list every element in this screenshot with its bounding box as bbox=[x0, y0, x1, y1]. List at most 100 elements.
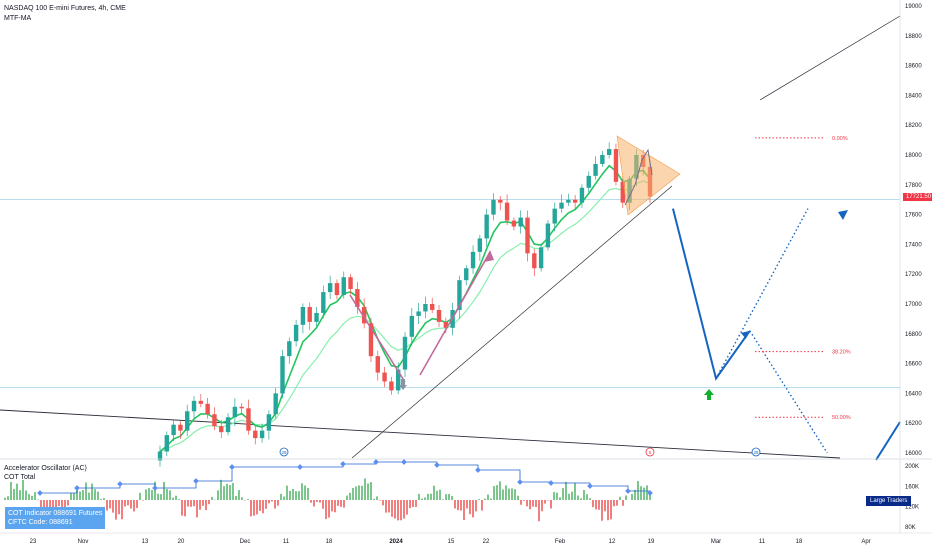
oscillator-bar bbox=[277, 500, 279, 506]
time-axis[interactable]: 23 Nov 13 20 Dec 11 18 2024 15 22 Feb 12 19 Mar 11 18 Ap… bbox=[0, 532, 932, 545]
oscillator-bar bbox=[514, 489, 516, 500]
oscillator-bar bbox=[463, 500, 465, 521]
candle-body bbox=[552, 208, 557, 224]
fib-level-label: 38.20% bbox=[832, 350, 851, 356]
projection-path bbox=[671, 208, 751, 381]
candle-body bbox=[416, 311, 421, 316]
oscillator-bar bbox=[238, 490, 240, 500]
oscillator-bar bbox=[478, 499, 480, 500]
oscillator-bar bbox=[466, 500, 468, 509]
oscillator-bar bbox=[199, 500, 201, 510]
candle-body bbox=[341, 277, 346, 296]
oscillator-bar bbox=[358, 485, 360, 500]
price-axis[interactable]: 19000 18800 18600 18400 18200 18000 17800 17600… bbox=[899, 0, 922, 458]
oscillator-bar bbox=[625, 495, 627, 500]
oscillator-bar bbox=[472, 500, 474, 518]
candle-body bbox=[300, 306, 306, 325]
oscillator-bar bbox=[616, 500, 618, 506]
oscillator-bar bbox=[166, 489, 168, 500]
oscillator-bar bbox=[607, 500, 609, 521]
candle-body bbox=[253, 430, 258, 439]
candle-body bbox=[430, 304, 435, 310]
oscillator-panel: 200K 160K 120K 80K bbox=[0, 458, 932, 533]
candle-body bbox=[355, 289, 360, 307]
candle-body bbox=[443, 321, 449, 328]
oscillator-bar bbox=[136, 500, 138, 509]
oscillator-bar bbox=[229, 485, 231, 500]
oscillator-bar bbox=[232, 482, 234, 500]
time-tick-label: Mar bbox=[711, 539, 721, 545]
oscillator-bar bbox=[643, 487, 645, 500]
event-marker bbox=[279, 447, 289, 457]
oscillator-bar bbox=[544, 500, 546, 504]
cot-point bbox=[401, 459, 407, 465]
price-tick-label: 16400 bbox=[905, 391, 922, 397]
oscillator-bar bbox=[631, 493, 633, 500]
oscillator-bar bbox=[193, 500, 195, 507]
oscillator-bar bbox=[262, 500, 264, 514]
oscillator-bar bbox=[301, 483, 303, 500]
oscillator-bar bbox=[121, 500, 123, 520]
oscillator-bar bbox=[409, 500, 411, 509]
candle-body bbox=[178, 424, 183, 431]
event-marker bbox=[751, 447, 761, 457]
oscillator-bar bbox=[133, 500, 135, 512]
oscillator-bar bbox=[184, 500, 186, 517]
candle-body bbox=[613, 149, 619, 182]
candle-body bbox=[164, 435, 170, 452]
candle-body bbox=[293, 324, 299, 342]
indicator-label[interactable]: MTF-MA bbox=[4, 15, 32, 22]
price-tick-label: 16600 bbox=[905, 362, 922, 368]
candle-body bbox=[327, 283, 333, 293]
oscillator-bar bbox=[241, 497, 243, 500]
oscillator-bar bbox=[91, 483, 93, 500]
oscillator-bar bbox=[604, 500, 606, 512]
oscillator-bar bbox=[310, 500, 312, 503]
price-tick-label: 17000 bbox=[905, 302, 922, 308]
oscillator-bar bbox=[145, 489, 147, 500]
oscillator-bar bbox=[523, 500, 525, 501]
oscillator-bar bbox=[367, 483, 369, 500]
oscillator-bar bbox=[79, 491, 81, 500]
oscillator-bar bbox=[181, 500, 183, 516]
candle-body bbox=[395, 369, 401, 391]
last-price-tag: 17721.50 bbox=[903, 193, 932, 201]
price-tick-label: 19000 bbox=[905, 4, 922, 10]
oscillator-bar bbox=[46, 500, 48, 509]
oscillator-bar bbox=[220, 479, 222, 500]
candle-body bbox=[484, 214, 489, 239]
cot-point bbox=[340, 461, 346, 467]
oscillator-bar bbox=[349, 492, 351, 500]
oscillator-bar bbox=[568, 493, 570, 500]
cot-point bbox=[229, 464, 235, 470]
oscillator-bar bbox=[268, 500, 270, 504]
oscillator-bar bbox=[484, 498, 486, 500]
time-tick-label: Apr bbox=[861, 539, 870, 545]
oscillator-bar bbox=[82, 490, 84, 500]
cot-title[interactable]: COT Total bbox=[4, 474, 36, 481]
oscillator-bar bbox=[265, 500, 267, 509]
time-tick-label: 11 bbox=[759, 539, 766, 545]
oscillator-bar bbox=[574, 483, 576, 500]
oscillator-bar bbox=[124, 500, 126, 507]
candle-body bbox=[436, 309, 442, 322]
oscillator-bar bbox=[115, 500, 117, 520]
horizontal-levels bbox=[0, 199, 900, 388]
oscillator-bar bbox=[226, 483, 228, 500]
oscillator-bar bbox=[457, 500, 459, 511]
oscillator-bar bbox=[595, 500, 597, 510]
zigzag-down-leg bbox=[349, 294, 406, 383]
candle-body bbox=[504, 202, 510, 221]
oscillator-bar bbox=[490, 498, 492, 500]
falling-trend-line bbox=[0, 409, 841, 459]
candle-body bbox=[246, 408, 251, 431]
oscillator-bar bbox=[430, 493, 432, 500]
oscillator-bar bbox=[52, 500, 54, 508]
oscillator-bar bbox=[298, 491, 300, 500]
chart-title[interactable]: NASDAQ 100 E-mini Futures, 4h, CME bbox=[4, 5, 126, 12]
large-traders-badge: Large Traders bbox=[866, 496, 912, 506]
candle-body bbox=[375, 356, 380, 373]
time-tick-label: Nov bbox=[78, 539, 89, 545]
oscillator-title[interactable]: Accelerator Oscillator (AC) bbox=[4, 465, 87, 472]
